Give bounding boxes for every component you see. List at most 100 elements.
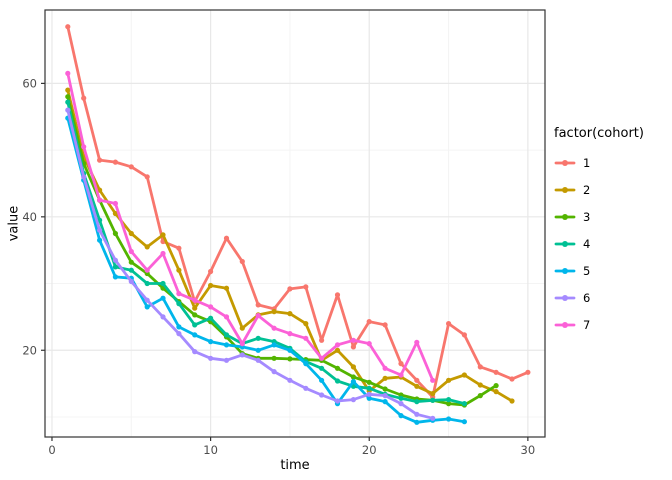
series-5-point bbox=[446, 416, 452, 422]
series-7-point bbox=[271, 325, 277, 331]
legend-label: 2 bbox=[583, 182, 591, 197]
series-2-point bbox=[446, 377, 452, 383]
series-4-point bbox=[128, 267, 134, 273]
series-2-point bbox=[128, 230, 134, 237]
series-1-point bbox=[239, 258, 245, 265]
legend-label: 3 bbox=[583, 209, 591, 224]
series-5-point bbox=[192, 332, 198, 338]
series-4-point bbox=[160, 280, 166, 287]
legend-key-icon bbox=[554, 186, 576, 193]
series-2-point bbox=[271, 309, 277, 315]
series-4-point bbox=[65, 99, 71, 105]
y-tick-label: 60 bbox=[22, 76, 37, 90]
series-line-6 bbox=[66, 108, 435, 420]
series-1-point bbox=[477, 364, 483, 370]
series-1-point bbox=[509, 376, 515, 382]
series-7-point bbox=[382, 365, 388, 371]
series-3-point bbox=[287, 356, 293, 362]
series-1-point bbox=[461, 332, 467, 338]
series-1-point bbox=[446, 321, 452, 327]
series-5-point bbox=[255, 347, 261, 353]
series-3-point bbox=[128, 259, 134, 265]
series-4-point bbox=[192, 322, 198, 328]
series-3-point bbox=[350, 374, 356, 380]
series-6-point bbox=[112, 257, 118, 263]
series-2-point bbox=[461, 372, 467, 378]
series-7-point bbox=[176, 291, 182, 297]
series-2-point bbox=[144, 244, 150, 250]
series-3-point bbox=[112, 230, 118, 237]
series-4-point bbox=[112, 264, 118, 270]
plot-panel bbox=[45, 10, 545, 437]
series-3-point bbox=[334, 365, 341, 371]
series-1-point bbox=[112, 159, 118, 165]
legend-label: 6 bbox=[583, 290, 591, 305]
series-6-point bbox=[255, 357, 261, 363]
legend-key-icon bbox=[554, 240, 576, 247]
series-6-point bbox=[239, 352, 245, 358]
series-1-point bbox=[81, 95, 87, 101]
series-2-point bbox=[334, 347, 341, 353]
series-1-point bbox=[319, 337, 325, 343]
series-5-point bbox=[112, 274, 118, 280]
series-1-point bbox=[128, 164, 134, 170]
series-4-point bbox=[430, 397, 436, 403]
series-2-point bbox=[239, 325, 245, 331]
y-tick-label: 20 bbox=[22, 343, 37, 357]
series-7-point bbox=[239, 341, 245, 347]
series-5-point bbox=[208, 339, 214, 345]
series-5-point bbox=[176, 324, 182, 330]
series-1-point bbox=[525, 369, 531, 375]
series-6-point bbox=[319, 392, 325, 398]
series-3-point bbox=[493, 383, 499, 389]
series-7-point bbox=[334, 342, 341, 348]
series-2-point bbox=[192, 305, 198, 311]
series-4-point bbox=[208, 315, 214, 321]
series-3-point bbox=[271, 355, 277, 361]
series-line-7 bbox=[66, 72, 435, 382]
series-2-point bbox=[430, 391, 436, 397]
series-2-point bbox=[160, 232, 166, 238]
series-1-point bbox=[493, 369, 499, 375]
series-5-point bbox=[414, 419, 420, 425]
series-4-point bbox=[176, 301, 182, 307]
x-tick-label: 0 bbox=[48, 443, 55, 457]
series-6-point bbox=[81, 174, 87, 180]
series-5-point bbox=[144, 304, 150, 310]
series-4-point bbox=[255, 335, 261, 341]
series-1-point bbox=[287, 286, 293, 292]
series-2-point bbox=[477, 382, 483, 388]
series-7-point bbox=[65, 70, 71, 76]
series-6-point bbox=[223, 357, 230, 363]
legend-key-icon bbox=[554, 213, 576, 220]
series-1-point bbox=[366, 319, 372, 325]
series-6-point bbox=[271, 369, 277, 375]
legend-item-2: 2 bbox=[554, 178, 644, 201]
legend-item-7: 7 bbox=[554, 313, 644, 336]
series-4-point bbox=[334, 378, 341, 384]
series-2-point bbox=[382, 375, 388, 381]
legend-label: 1 bbox=[583, 155, 591, 170]
legend-item-1: 1 bbox=[554, 151, 644, 174]
series-2-point bbox=[208, 282, 214, 289]
series-4-point bbox=[461, 401, 467, 407]
series-1-point bbox=[398, 361, 404, 367]
series-5-point bbox=[382, 399, 388, 405]
series-4-point bbox=[446, 397, 452, 403]
series-7-point bbox=[223, 314, 230, 320]
series-4-point bbox=[144, 280, 150, 287]
series-1-point bbox=[176, 245, 182, 251]
series-6-point bbox=[414, 411, 420, 417]
panel-border bbox=[44, 9, 546, 438]
series-2-point bbox=[112, 210, 118, 217]
legend-key-icon bbox=[554, 267, 576, 274]
series-2-point bbox=[509, 398, 515, 404]
series-7-point bbox=[303, 335, 309, 341]
legend: factor(cohort) 1 2 3 4 5 6 7 bbox=[554, 126, 644, 340]
series-3-point bbox=[382, 386, 388, 392]
series-2-point bbox=[414, 383, 420, 389]
series-5-point bbox=[160, 295, 166, 301]
series-6-point bbox=[382, 393, 388, 399]
series-4-point bbox=[398, 395, 404, 401]
